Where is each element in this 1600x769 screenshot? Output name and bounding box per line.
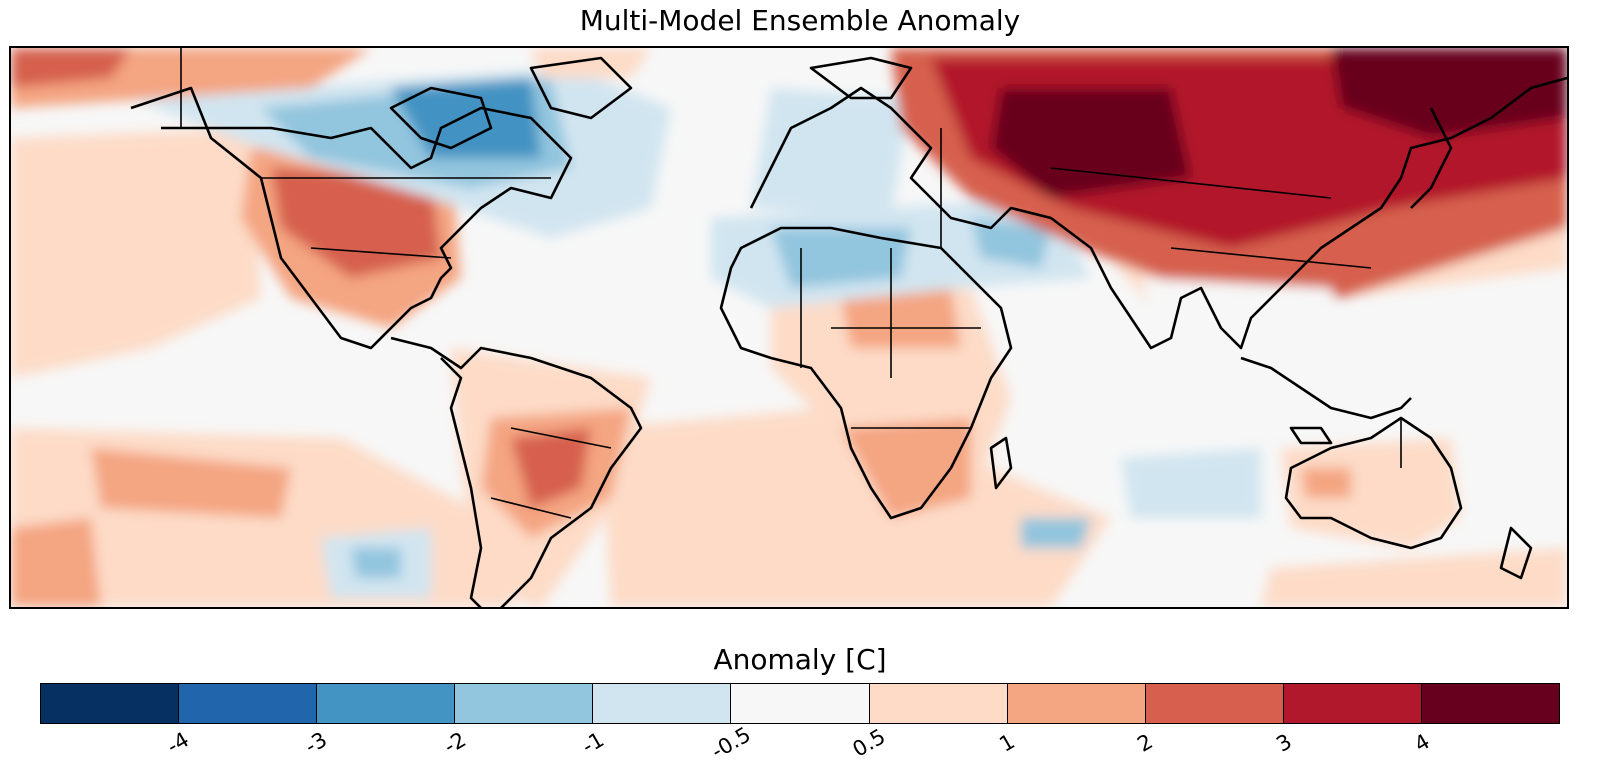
colorbar-bin-8: [1145, 684, 1284, 723]
anomaly-map: [9, 46, 1569, 609]
colorbar-tick-label: -2: [439, 727, 470, 759]
map-title: Multi-Model Ensemble Anomaly: [579, 4, 1021, 37]
colorbar-bin-7: [1007, 684, 1146, 723]
colorbar-tick-label: -0.5: [707, 722, 755, 764]
colorbar-bin-1: [179, 684, 318, 723]
colorbar-tick-label: 4: [1410, 729, 1434, 757]
colorbar-tick-label: 3: [1271, 729, 1296, 757]
colorbar-bin-0: [41, 684, 180, 723]
colorbar-ticks: -4 -3 -2 -1 -0.5 0.5 1 2 3 4: [40, 722, 1560, 769]
colorbar-bin-10: [1421, 684, 1560, 723]
coastlines: [130, 56, 1567, 607]
colorbar-bin-4: [593, 684, 732, 723]
colorbar-tick-label: -3: [301, 727, 332, 759]
anomaly-map-canvas: [11, 48, 1567, 607]
colorbar-label: Anomaly [C]: [713, 643, 887, 676]
colorbar-bin-2: [317, 684, 456, 723]
colorbar: [40, 683, 1560, 724]
country-borders: [180, 48, 1402, 519]
colorbar-tick-label: 1: [995, 729, 1020, 757]
colorbar-tick-label: 2: [1133, 729, 1158, 757]
colorbar-bin-6: [869, 684, 1008, 723]
anomaly-raster: [11, 48, 1567, 607]
colorbar-bin-9: [1283, 684, 1422, 723]
colorbar-bin-5: [731, 684, 870, 723]
colorbar-tick-label: -1: [577, 727, 608, 759]
colorbar-tick-label: -4: [163, 727, 194, 759]
colorbar-bin-3: [455, 684, 594, 723]
colorbar-tick-label: 0.5: [848, 724, 890, 762]
